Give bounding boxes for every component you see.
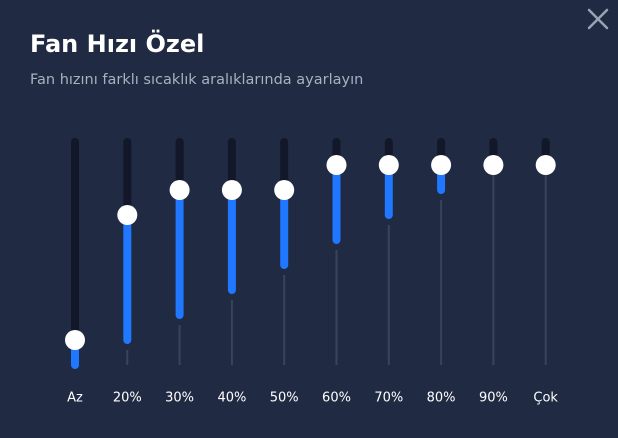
slider-thumb[interactable] [483, 155, 504, 175]
slider-label: 50% [270, 391, 299, 406]
slider-label: 60% [322, 391, 351, 406]
slider-label: 80% [427, 391, 456, 406]
slider-label: 40% [217, 391, 246, 406]
slider-thumb[interactable] [274, 180, 295, 200]
slider-thumb[interactable] [117, 205, 138, 225]
slider-thumb[interactable] [378, 155, 399, 175]
slider-thumb[interactable] [535, 155, 556, 175]
slider-thumb[interactable] [169, 180, 190, 200]
close-icon[interactable] [587, 8, 609, 30]
slider-label: 70% [374, 391, 403, 406]
close-button[interactable] [587, 8, 609, 30]
slider-label: 20% [113, 391, 142, 406]
slider-thumb[interactable] [221, 180, 242, 200]
title: Fan Hızı Özel [30, 28, 204, 58]
slider-thumb[interactable] [326, 155, 347, 175]
slider-label: 90% [479, 391, 508, 406]
slider-label: 30% [165, 391, 194, 406]
slider-thumb[interactable] [431, 155, 452, 175]
subtitle: Fan hızını farklı sıcaklık aralıklarında… [30, 72, 363, 88]
slider-thumb[interactable] [65, 330, 85, 350]
slider-label: Az [67, 391, 83, 406]
slider-label: Çok [533, 391, 558, 406]
